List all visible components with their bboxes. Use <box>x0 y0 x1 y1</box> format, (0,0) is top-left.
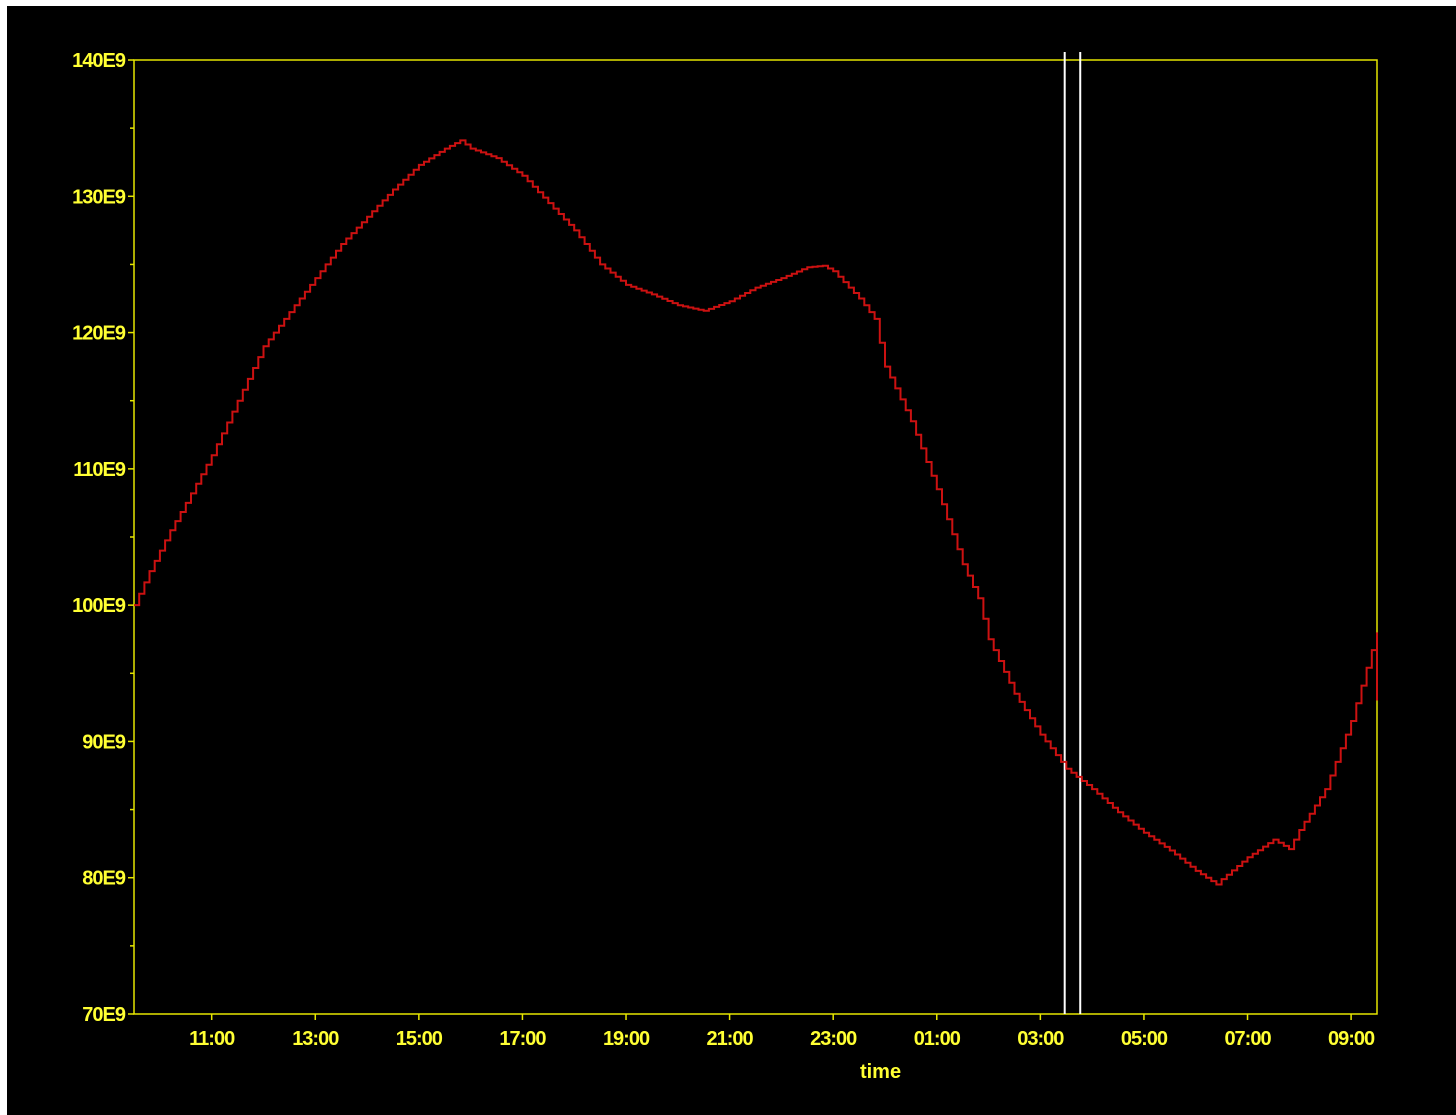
x-tick-label: 09:00 <box>1328 1028 1375 1050</box>
y-tick-label: 140E9 <box>72 50 126 72</box>
y-tick-labels: 70E9 80E9 90E9 100E9 110E9 120E9 130E9 140E9 <box>72 50 127 1026</box>
line-chart: 70E9 80E9 90E9 100E9 110E9 120E9 130E9 140E9 11… <box>72 50 1378 1083</box>
x-tick-label: 15:00 <box>396 1028 443 1050</box>
x-tick-label: 13:00 <box>292 1028 339 1050</box>
x-axis-title: time <box>860 1061 901 1083</box>
y-tick-label: 100E9 <box>72 595 126 617</box>
x-tick-label: 05:00 <box>1121 1028 1168 1050</box>
series-line <box>134 139 1378 886</box>
x-tick-label: 11:00 <box>189 1028 235 1050</box>
y-tick-label: 120E9 <box>72 323 126 345</box>
y-tick-label: 70E9 <box>82 1004 126 1026</box>
y-tick-label: 130E9 <box>72 186 126 208</box>
x-tick-label: 23:00 <box>810 1028 857 1050</box>
plot-frame <box>133 59 1378 1015</box>
x-tick-label: 17:00 <box>499 1028 546 1050</box>
x-tick-label: 07:00 <box>1224 1028 1271 1050</box>
x-tick-label: 19:00 <box>603 1028 650 1050</box>
x-tick-label: 01:00 <box>914 1028 961 1050</box>
x-tick-labels: 11:00 13:00 15:00 17:00 19:00 21:00 23:00 01:00… <box>189 1028 1376 1050</box>
y-tick-label: 90E9 <box>82 731 126 753</box>
y-tick-label: 80E9 <box>82 868 126 890</box>
axes <box>128 59 1378 1020</box>
chart-panel: 70E9 80E9 90E9 100E9 110E9 120E9 130E9 140E9 11… <box>7 6 1456 1115</box>
cursor-markers <box>1063 52 1082 1014</box>
series-layer <box>134 139 1378 886</box>
x-tick-label: 03:00 <box>1017 1028 1064 1050</box>
y-tick-label: 110E9 <box>73 459 126 481</box>
x-tick-label: 21:00 <box>707 1028 754 1050</box>
